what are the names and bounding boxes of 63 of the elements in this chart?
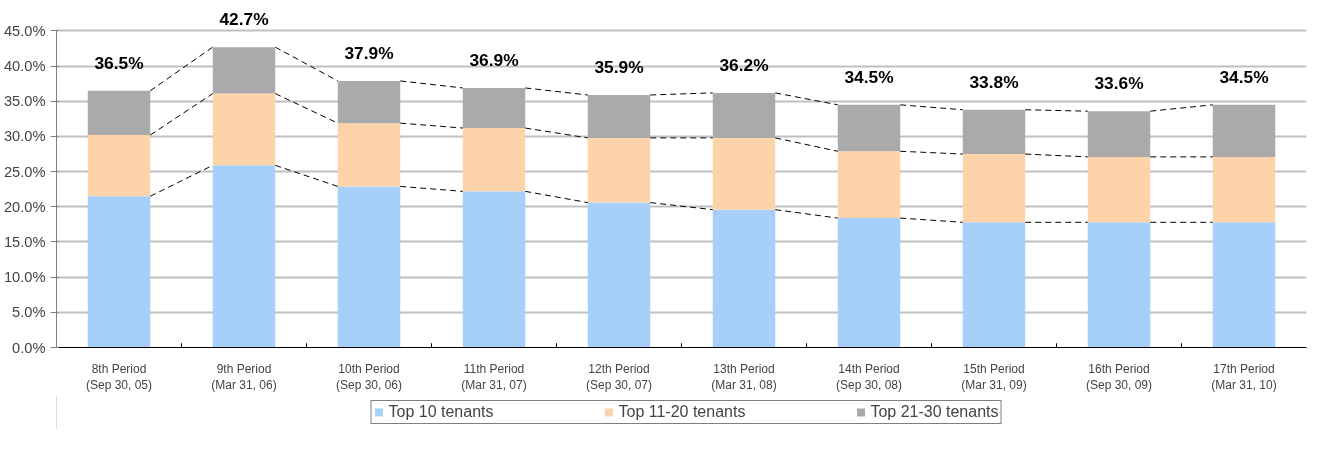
bar bbox=[1212, 156, 1276, 223]
y-tick-label: 15.0% bbox=[3, 234, 46, 250]
bar bbox=[212, 93, 276, 166]
bar bbox=[1212, 104, 1276, 157]
bar bbox=[462, 191, 526, 348]
y-tick-label: 0.0% bbox=[12, 339, 46, 356]
bar bbox=[712, 209, 776, 348]
bar bbox=[837, 104, 901, 152]
x-tick-label: 17th Period (Mar 31, 10) bbox=[1211, 361, 1277, 393]
bar bbox=[87, 196, 151, 348]
bar bbox=[1087, 222, 1151, 348]
bar bbox=[837, 151, 901, 219]
bar bbox=[712, 137, 776, 210]
total-label: 34.5% bbox=[844, 66, 894, 87]
bar bbox=[587, 94, 651, 138]
x-tick-label: 12th Period (Sep 30, 07) bbox=[585, 361, 653, 393]
total-label: 34.5% bbox=[1219, 66, 1269, 87]
bar bbox=[1212, 222, 1276, 348]
bar bbox=[337, 80, 401, 124]
bar bbox=[337, 123, 401, 187]
legend-label: Top 10 tenants bbox=[388, 403, 494, 421]
y-tick-label: 20.0% bbox=[3, 198, 46, 215]
total-label: 37.9% bbox=[344, 42, 394, 63]
bar bbox=[962, 154, 1026, 223]
y-tick-label: 25.0% bbox=[3, 163, 46, 180]
bar bbox=[87, 135, 151, 197]
bar bbox=[587, 137, 651, 203]
y-tick-label: 45.0% bbox=[3, 22, 46, 39]
bar bbox=[462, 128, 526, 192]
total-label: 33.8% bbox=[969, 71, 1019, 92]
y-tick-label: 30.0% bbox=[3, 128, 46, 145]
bar bbox=[837, 218, 901, 348]
bar bbox=[712, 92, 776, 138]
bar bbox=[1087, 111, 1151, 157]
bar bbox=[1087, 156, 1151, 223]
bar bbox=[962, 222, 1026, 348]
x-tick-label: 9th Period (Mar 31, 06) bbox=[211, 361, 277, 393]
legend-label: Top 11-20 tenants bbox=[618, 403, 746, 421]
x-tick-label: 15th Period (Mar 31, 09) bbox=[961, 361, 1027, 393]
bar bbox=[212, 47, 276, 94]
bar bbox=[587, 202, 651, 348]
y-tick-label: 35.0% bbox=[3, 93, 46, 110]
legend-label: Top 21-30 tenants bbox=[870, 403, 999, 421]
x-tick-label: 16th Period (Sep 30, 09) bbox=[1085, 361, 1153, 393]
x-tick-label: 8th Period (Sep 30, 05) bbox=[85, 361, 153, 393]
total-label: 36.9% bbox=[469, 49, 519, 70]
x-tick-label: 10th Period (Sep 30, 06) bbox=[335, 361, 403, 393]
total-label: 35.9% bbox=[594, 56, 644, 77]
x-tick-label: 11th Period (Mar 31, 07) bbox=[461, 361, 527, 393]
bar bbox=[337, 186, 401, 348]
total-label: 36.5% bbox=[94, 52, 144, 73]
y-tick-label: 5.0% bbox=[12, 304, 46, 321]
x-tick-label: 13th Period (Mar 31, 08) bbox=[711, 361, 777, 393]
bar bbox=[212, 165, 276, 348]
bar bbox=[462, 87, 526, 129]
y-tick-label: 40.0% bbox=[3, 58, 46, 75]
bar bbox=[87, 90, 151, 136]
total-label: 42.7% bbox=[219, 9, 269, 30]
bar bbox=[962, 109, 1026, 155]
y-tick-label: 10.0% bbox=[3, 269, 46, 286]
total-label: 33.6% bbox=[1094, 73, 1144, 94]
x-tick-label: 14th Period (Sep 30, 08) bbox=[835, 361, 903, 393]
total-label: 36.2% bbox=[719, 54, 769, 75]
